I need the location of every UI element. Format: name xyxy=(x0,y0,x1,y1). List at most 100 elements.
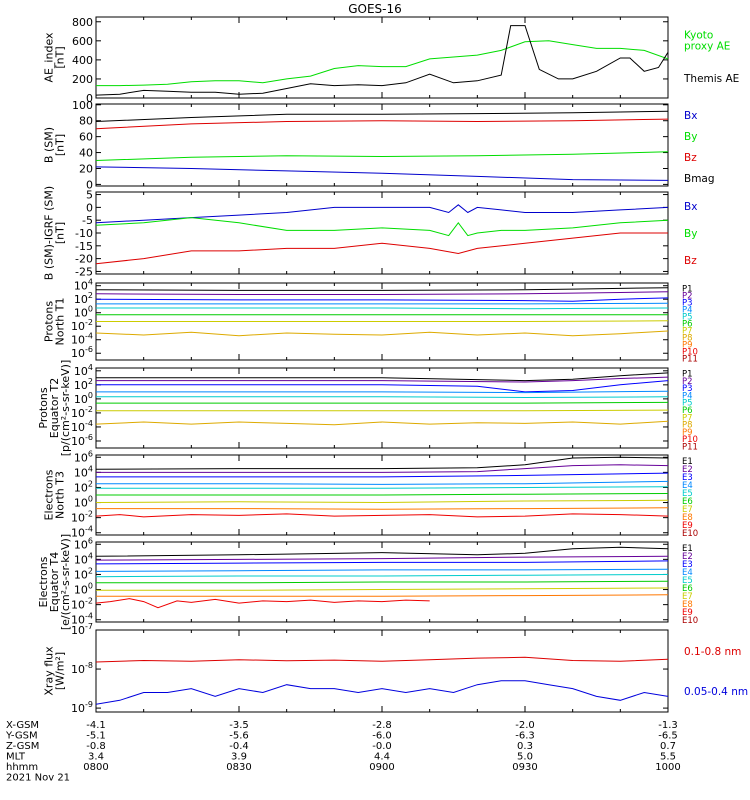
y-tick-label: 10-2 xyxy=(71,597,93,612)
legend-entry: P4 xyxy=(682,306,693,316)
legend-entry: P2 xyxy=(682,292,693,302)
ephemeris-value: 0900 xyxy=(369,762,394,773)
panel-frame xyxy=(95,629,669,713)
series-line-e7 xyxy=(96,499,668,504)
ephemeris-value: 3.4 xyxy=(88,752,104,763)
y-tick-label: 0 xyxy=(86,92,93,105)
series-line-e1 xyxy=(96,546,668,557)
series-line-p3 xyxy=(96,380,668,393)
series-line-themis-ae xyxy=(96,25,668,96)
series-line-e5 xyxy=(96,574,668,578)
series-line-e2 xyxy=(96,464,668,473)
y-tick-label: 60 xyxy=(79,131,93,144)
series-label: Bmag xyxy=(684,173,715,185)
legend-entry: P2 xyxy=(682,377,693,387)
y-axis-label: Equator T4 xyxy=(48,552,61,612)
series-label: By xyxy=(684,228,697,240)
y-tick-label: 80 xyxy=(79,115,93,128)
y-tick-label: 102 xyxy=(74,377,93,392)
y-tick-label: 400 xyxy=(72,54,93,67)
ephemeris-label: hhmm xyxy=(6,762,38,773)
ephemeris-value: -0.4 xyxy=(229,741,249,752)
ephemeris-value: -6.0 xyxy=(372,731,392,742)
legend-entry: E9 xyxy=(682,608,693,618)
y-axis-label: [e/(cm²-s-sr-keV)] xyxy=(59,534,72,630)
y-tick-label: 10-6 xyxy=(71,433,93,448)
series-line-bz xyxy=(96,118,668,130)
ephemeris-value: 5.5 xyxy=(660,752,676,763)
panel-frame xyxy=(95,191,669,275)
y-tick-label: 104 xyxy=(74,278,93,293)
ephemeris-value: 3.9 xyxy=(231,752,247,763)
ephemeris-value: -6.5 xyxy=(658,731,678,742)
series-line-p8 xyxy=(96,420,668,426)
series-label: By xyxy=(684,131,697,143)
ephemeris-value: -0.8 xyxy=(86,741,106,752)
ephemeris-value: -0.0 xyxy=(372,741,392,752)
series-line-by xyxy=(96,151,668,161)
series-line-0-1-0-8-nm xyxy=(96,656,668,663)
legend-entry: P6 xyxy=(682,406,693,416)
y-tick-label: 10-2 xyxy=(71,405,93,420)
series-line-bmag xyxy=(96,110,668,122)
legend-entry: E4 xyxy=(682,568,693,578)
series-line-e5 xyxy=(96,486,668,489)
series-line-e9 xyxy=(96,513,668,518)
y-tick-label: 102 xyxy=(74,566,93,581)
y-tick-label: 10-6 xyxy=(71,345,93,360)
y-axis-label: [nT] xyxy=(54,134,67,156)
y-tick-label: 0 xyxy=(86,178,93,191)
legend-entry: E5 xyxy=(682,489,693,499)
ephemeris-value: -2.8 xyxy=(372,720,392,731)
legend-entry: P9 xyxy=(682,428,693,438)
legend-entry: E3 xyxy=(682,560,693,570)
series-label: proxy AE xyxy=(684,41,730,53)
legend-entry: P3 xyxy=(682,299,693,309)
legend-entry: E7 xyxy=(682,592,693,602)
ephemeris-value: -3.5 xyxy=(229,720,249,731)
y-tick-label: 100 xyxy=(74,495,93,510)
y-axis-label: [nT] xyxy=(54,222,67,244)
legend-entry: E2 xyxy=(682,465,693,475)
series-line-bx xyxy=(96,166,668,181)
legend-entry: P10 xyxy=(682,348,698,358)
legend-entry: P11 xyxy=(682,442,698,452)
series-line-p1 xyxy=(96,287,668,291)
y-axis-label: AE_index xyxy=(43,32,56,83)
legend-entry: P3 xyxy=(682,384,693,394)
y-tick-label: 10-4 xyxy=(71,525,93,540)
series-line-p7 xyxy=(96,320,668,322)
series-line-e8 xyxy=(96,594,668,597)
legend-entry: E7 xyxy=(682,505,693,515)
ephemeris-value: -4.1 xyxy=(86,720,106,731)
series-line-p2 xyxy=(96,291,668,295)
y-tick-label: 40 xyxy=(79,147,93,160)
ephemeris-value: 0.7 xyxy=(660,741,676,752)
series-line-p4 xyxy=(96,390,668,394)
ephemeris-value: 0.3 xyxy=(517,741,533,752)
legend-entry: P4 xyxy=(682,391,693,401)
ephemeris-label: Z-GSM xyxy=(6,741,39,752)
legend-entry: P5 xyxy=(682,313,693,323)
series-line-e4 xyxy=(96,568,668,572)
series-line-p5 xyxy=(96,396,668,399)
legend-entry: P1 xyxy=(682,285,693,295)
y-tick-label: 100 xyxy=(72,99,93,112)
y-tick-label: 800 xyxy=(72,16,93,29)
legend-entry: P10 xyxy=(682,435,698,445)
ephemeris-label: MLT xyxy=(6,752,26,763)
y-tick-label: 10-8 xyxy=(71,661,93,676)
series-line-p1 xyxy=(96,372,668,382)
legend-entry: E3 xyxy=(682,473,693,483)
y-axis-label: B (SM)-IGRF (SM) xyxy=(43,186,56,280)
ephemeris-value: 4.4 xyxy=(374,752,390,763)
series-label: Bx xyxy=(684,110,697,122)
y-tick-label: 104 xyxy=(74,363,93,378)
ephemeris-value: 0930 xyxy=(512,762,537,773)
legend-entry: P7 xyxy=(682,327,693,337)
legend-entry: P9 xyxy=(682,341,693,351)
